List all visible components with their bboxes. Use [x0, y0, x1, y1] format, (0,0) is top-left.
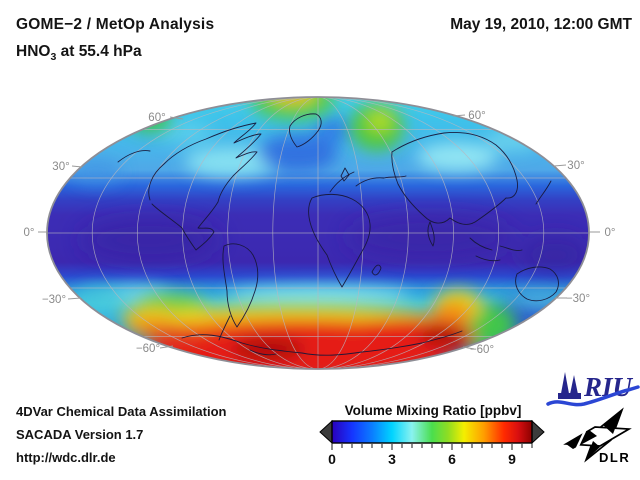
lat-label-right-m30: −30°: [566, 293, 590, 305]
latitude-ticks: [38, 114, 600, 350]
dlr-logo-text: DLR: [599, 450, 630, 465]
colorbar-title: Volume Mixing Ratio [ppbv]: [345, 403, 522, 418]
coastlines: [117, 113, 565, 356]
colorbar-tick-label-0: 0: [328, 451, 336, 467]
map-outline: [46, 96, 590, 370]
colorbar-ticks: [331, 444, 533, 450]
lat-label-left-30: 30°: [52, 161, 69, 173]
dlr-star-icon: [563, 407, 632, 463]
colorbar-right-arrow: [531, 419, 545, 445]
colorbar-tick-label-9: 9: [508, 451, 516, 467]
colorbar-gradient: [331, 420, 533, 444]
lat-label-left-60: 60°: [148, 112, 165, 124]
pressure-level: at 55.4 hPa: [56, 43, 142, 60]
world-map: 60° 30° 0° −30° −60° 60° 30° 0° −30° −60…: [24, 96, 616, 370]
dlr-logo: DLR: [563, 407, 632, 465]
colorbar-left-arrow: [319, 419, 333, 445]
page-subtitle: HNO3 at 55.4 hPa: [16, 43, 142, 63]
lat-label-right-60: 60°: [468, 110, 485, 122]
graticule: [47, 97, 589, 369]
colorbar-tick-label-3: 3: [388, 451, 396, 467]
species-name: HNO: [16, 43, 51, 60]
lat-label-right-30: 30°: [567, 160, 584, 172]
species-subscript: 3: [50, 51, 57, 64]
lat-label-left-m30: −30°: [42, 294, 66, 306]
riu-wave-icon: [546, 385, 640, 407]
analysis-datetime: May 19, 2010, 12:00 GMT: [450, 16, 632, 33]
riu-logo: RIU: [546, 372, 640, 407]
riu-cathedral-icon: [558, 372, 581, 399]
footer-version: SACADA Version 1.7: [16, 427, 144, 442]
page-title: GOME−2 / MetOp Analysis: [16, 16, 215, 33]
lat-label-left-0: 0°: [24, 227, 35, 239]
lat-label-right-0: 0°: [605, 227, 616, 239]
map-field: [47, 97, 589, 369]
colorbar-tick-label-6: 6: [448, 451, 456, 467]
footer-assimilation: 4DVar Chemical Data Assimilation: [16, 404, 227, 419]
lat-label-right-m60: −60°: [470, 344, 494, 356]
latitude-labels: 60° 30° 0° −30° −60° 60° 30° 0° −30° −60…: [24, 110, 616, 356]
footer-url: http://wdc.dlr.de: [16, 450, 116, 465]
colorbar: Volume Mixing Ratio [ppbv] 0 3 6 9: [319, 403, 545, 467]
lat-label-left-m60: −60°: [136, 343, 160, 355]
